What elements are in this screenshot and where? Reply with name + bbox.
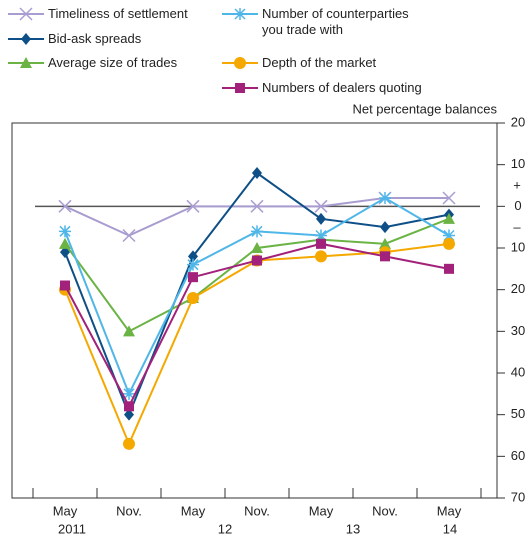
marker [59,225,71,238]
y-tick-label: 60 [511,448,525,463]
marker [234,8,246,20]
x-tick-label: May [181,503,206,518]
marker [186,199,200,213]
x-group-label: 2011 [58,521,86,536]
marker [60,280,70,291]
marker [122,228,136,243]
marker [315,250,327,263]
marker [235,83,245,93]
marker [252,255,262,266]
annotation: + [513,177,521,192]
marker [380,221,390,234]
marker [187,258,199,271]
x-group-label: 14 [443,521,457,536]
y-tick-label: 30 [511,323,525,338]
legend-item: Bid-ask spreads [8,31,141,47]
y-tick-label: 20 [511,114,525,129]
marker [251,225,263,238]
marker [20,57,32,68]
legend-label: Number of counterparties you trade with [262,6,409,37]
marker [234,57,246,69]
marker [123,437,135,450]
legend-label: Depth of the market [262,55,377,70]
marker [252,167,262,179]
y-tick-label: 70 [511,489,525,504]
x-group-label: 12 [218,521,232,536]
marker [314,199,328,213]
legend-item: Numbers of dealers quoting [222,80,422,96]
legend-icon [222,57,258,69]
x-tick-label: Nov. [116,503,142,518]
marker [19,7,33,21]
marker [123,325,135,337]
marker [379,192,391,204]
marker [251,242,263,253]
marker [380,251,390,262]
marker [123,387,135,400]
marker [443,237,455,250]
y-tick-label: 40 [511,364,525,379]
legend-item: Depth of the market [222,55,376,71]
marker [59,237,71,249]
annotation: – [513,219,521,234]
marker [187,292,199,304]
marker [316,212,326,225]
plot-frame [11,122,498,499]
y-tick-label: 20 [511,281,525,296]
marker [443,229,455,242]
y-tick-label: 10 [511,156,525,171]
y-tick-label: 50 [511,406,525,421]
legend-label: Timeliness of settlement [48,6,188,21]
marker [60,246,70,259]
marker [188,250,198,263]
marker [444,263,454,274]
y-axis-label: Net percentage balances [352,101,497,116]
legend-icon [8,57,44,68]
series-line [64,242,450,409]
marker [188,272,198,283]
x-group-label: 13 [346,521,360,536]
legend-item: Number of counterparties you trade with [222,6,409,38]
legend-item: Timeliness of settlement [8,6,188,22]
marker [379,237,391,249]
legend-label: Bid-ask spreads [48,31,142,46]
marker [21,33,31,45]
y-tick-label: 10 [511,239,525,254]
marker [124,401,134,412]
x-tick-label: May [53,503,78,518]
legend-icon [222,8,258,20]
legend-label: Numbers of dealers quoting [262,80,422,95]
marker [316,238,326,249]
x-tick-label: May [437,503,462,518]
legend-icon [8,7,44,21]
legend-icon [8,33,44,45]
marker [442,191,456,205]
marker [443,212,455,224]
y-tick-label: 0 [514,198,521,213]
legend-label: Average size of trades [48,55,178,70]
marker [315,229,327,242]
legend-icon [222,83,258,93]
legend-item: Average size of trades [8,55,177,71]
x-tick-label: Nov. [372,503,398,518]
marker [124,408,134,421]
x-tick-label: May [309,503,334,518]
marker [58,199,72,213]
series-line [64,242,450,447]
marker [250,199,264,213]
x-tick-label: Nov. [244,503,270,518]
